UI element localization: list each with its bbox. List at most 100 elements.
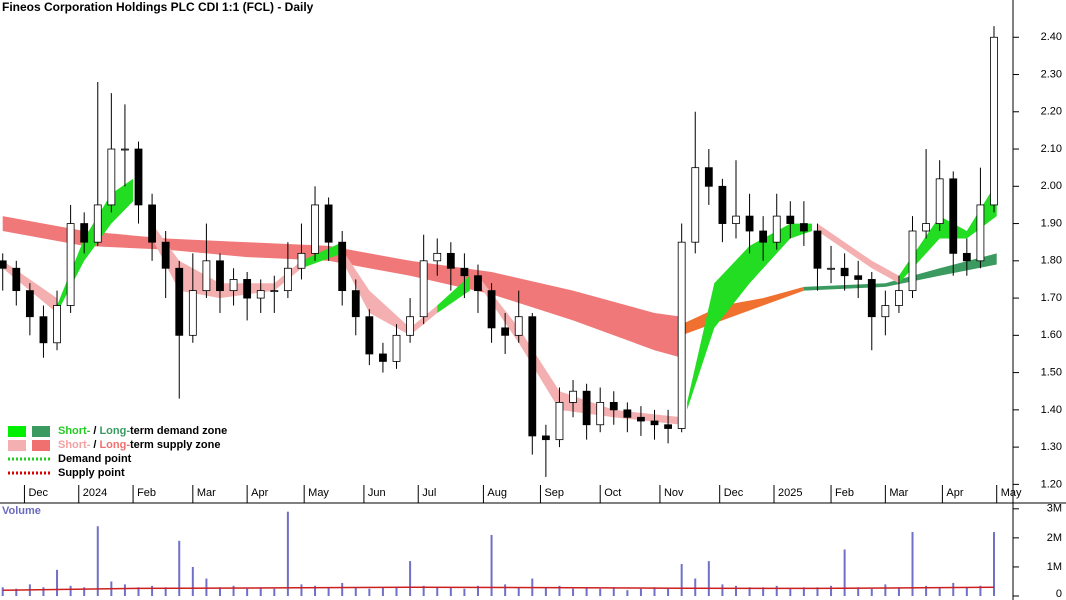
- x-tick-label: 2025: [778, 487, 802, 499]
- volume-bar: [178, 540, 181, 596]
- axes: 1.20 1.30 1.40 1.50 1.60 1.70 1.80 1.90 2.00 2.10…: [23, 31, 1062, 600]
- candle-body: [569, 390, 577, 403]
- zone-band: [898, 182, 997, 284]
- y-tick-label: 1.80: [1041, 255, 1062, 267]
- x-tick-label: Aug: [487, 487, 507, 499]
- volume-bar: [707, 561, 710, 596]
- candle-body: [854, 275, 863, 280]
- candle-body: [908, 230, 917, 292]
- candle-body: [12, 267, 21, 292]
- volume-bar: [476, 585, 479, 596]
- candle-body: [39, 316, 48, 344]
- candle-body: [419, 260, 428, 318]
- volume-bar: [314, 585, 317, 596]
- candle-body: [691, 167, 700, 243]
- volume-bar: [517, 587, 520, 596]
- volume-bar: [572, 588, 575, 596]
- y-tick-label: 0: [1056, 588, 1062, 600]
- volume-bar: [952, 582, 955, 596]
- x-tick-label: Jul: [422, 487, 436, 499]
- candle-body: [270, 290, 279, 293]
- candle-body: [53, 305, 61, 344]
- zone-band: [687, 223, 812, 410]
- x-tick-label: May: [1001, 487, 1022, 499]
- volume-bar: [544, 587, 547, 596]
- volume-bar: [191, 566, 194, 596]
- volume-bar: [205, 578, 208, 596]
- volume-bar: [830, 585, 833, 596]
- volume-bar: [436, 587, 439, 596]
- zone-band: [152, 223, 302, 299]
- candle-body: [840, 267, 849, 277]
- legend-text: Short-: [58, 439, 91, 451]
- volume-bar: [123, 584, 126, 596]
- volume-bar: [354, 587, 357, 596]
- legend-text: /: [93, 439, 96, 451]
- x-tick-label: Mar: [889, 487, 908, 499]
- candle-body: [596, 401, 605, 426]
- volume-bar: [653, 587, 656, 596]
- y-tick-label: 1.60: [1041, 329, 1062, 341]
- volume-bar: [96, 526, 99, 596]
- volume-bar: [762, 587, 765, 596]
- volume-bar: [992, 532, 995, 596]
- candle-body: [66, 223, 75, 306]
- legend-swatch: [8, 440, 26, 451]
- candle-body: [759, 230, 768, 243]
- candle-body: [324, 204, 333, 243]
- legend-label: Supply point: [58, 467, 125, 479]
- volume-bar: [599, 588, 602, 596]
- legend-swatch: [32, 440, 50, 451]
- volume-bar: [164, 587, 167, 596]
- candle-body: [406, 316, 414, 336]
- candle-body: [338, 241, 347, 292]
- candle-body: [283, 267, 292, 292]
- x-tick-label: Mar: [197, 487, 216, 499]
- legend: Short- / Long-term demand zone Short- / Long-…: [8, 425, 227, 479]
- candle-body: [501, 327, 510, 336]
- volume-label: Volume: [2, 505, 41, 517]
- y-tick-label: 1.40: [1041, 404, 1062, 416]
- volume-bar: [911, 532, 914, 596]
- volume-bar: [69, 585, 72, 596]
- volume-bar: [449, 587, 452, 596]
- candle-body: [311, 204, 319, 254]
- candle-body: [664, 424, 672, 429]
- candle-body: [0, 260, 7, 269]
- candle-body: [80, 223, 89, 243]
- volume-bar: [979, 585, 982, 596]
- volume-bar: [965, 587, 968, 596]
- candle-body: [229, 279, 238, 292]
- y-tick-label: 2M: [1047, 532, 1062, 544]
- candle-body: [528, 316, 537, 437]
- legend-text: Supply point: [58, 467, 125, 479]
- candle-body: [976, 204, 985, 262]
- volume-bar: [151, 585, 154, 596]
- volume-bar: [327, 587, 330, 596]
- candle-body: [786, 215, 795, 224]
- candle-body: [949, 178, 958, 254]
- candle-body: [487, 290, 496, 329]
- candle-body: [677, 241, 686, 429]
- candle-body: [990, 36, 998, 206]
- candle-body: [460, 267, 469, 277]
- zone-band: [342, 249, 438, 336]
- x-tick-label: Apr: [251, 487, 268, 499]
- candle-body: [351, 290, 360, 318]
- volume-bar: [857, 587, 860, 596]
- x-tick-label: Feb: [835, 487, 854, 499]
- legend-text: Demand point: [58, 453, 132, 465]
- y-tick-label: 2.10: [1041, 143, 1062, 155]
- y-tick-label: 1.30: [1041, 441, 1062, 453]
- volume-bar: [341, 582, 344, 596]
- candle-body: [134, 148, 143, 206]
- volume-bar: [395, 587, 398, 596]
- candle-body: [121, 148, 129, 151]
- legend-text: Long-: [99, 425, 130, 437]
- volume-bar: [368, 588, 371, 596]
- legend-label: Short- / Long-term demand zone: [58, 425, 227, 437]
- volume-bar: [802, 587, 805, 596]
- y-tick-label: 2.30: [1041, 68, 1062, 80]
- x-tick-label: Jun: [368, 487, 386, 499]
- candle-body: [799, 223, 808, 232]
